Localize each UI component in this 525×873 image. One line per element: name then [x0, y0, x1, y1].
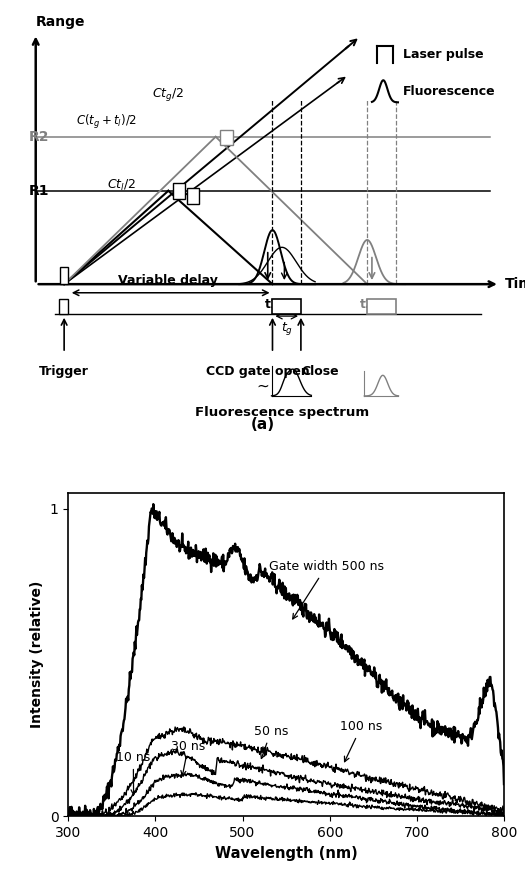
- Text: Close: Close: [301, 365, 339, 378]
- Text: (a): (a): [251, 416, 275, 431]
- Text: 30 ns: 30 ns: [171, 740, 205, 776]
- Bar: [173, 182, 185, 199]
- Bar: [60, 267, 68, 285]
- Text: $C(t_g+t_l)/2$: $C(t_g+t_l)/2$: [76, 113, 138, 131]
- Bar: [187, 188, 199, 203]
- Text: Gate width 500 ns: Gate width 500 ns: [269, 560, 384, 619]
- Text: Trigger: Trigger: [39, 365, 89, 378]
- Text: t1: t1: [265, 298, 280, 311]
- Text: Fluorescence: Fluorescence: [403, 85, 495, 98]
- Text: $Ct_l/2$: $Ct_l/2$: [107, 178, 135, 194]
- Text: t2: t2: [360, 298, 374, 311]
- Text: Range: Range: [36, 15, 85, 29]
- Text: 100 ns: 100 ns: [340, 720, 382, 762]
- Text: Fluorescence spectrum: Fluorescence spectrum: [195, 406, 369, 419]
- Text: Time: Time: [505, 277, 525, 292]
- Bar: [59, 299, 68, 313]
- Text: ~: ~: [257, 379, 269, 394]
- Text: R2: R2: [29, 130, 49, 144]
- Text: $Ct_g/2$: $Ct_g/2$: [152, 86, 184, 104]
- X-axis label: Wavelength (nm): Wavelength (nm): [215, 846, 358, 861]
- Bar: [272, 299, 301, 313]
- Text: R1: R1: [29, 184, 49, 198]
- Text: $t_g$: $t_g$: [281, 320, 293, 337]
- Text: Laser pulse: Laser pulse: [403, 48, 484, 61]
- Text: $t_l$: $t_l$: [59, 298, 69, 313]
- Text: CCD gate open: CCD gate open: [206, 365, 310, 378]
- Y-axis label: Intensity (relative): Intensity (relative): [30, 581, 44, 728]
- Bar: [220, 130, 234, 145]
- Text: 50 ns: 50 ns: [254, 725, 288, 759]
- Text: Variable delay: Variable delay: [118, 274, 218, 287]
- Bar: [367, 299, 396, 313]
- Text: 10 ns: 10 ns: [116, 751, 151, 794]
